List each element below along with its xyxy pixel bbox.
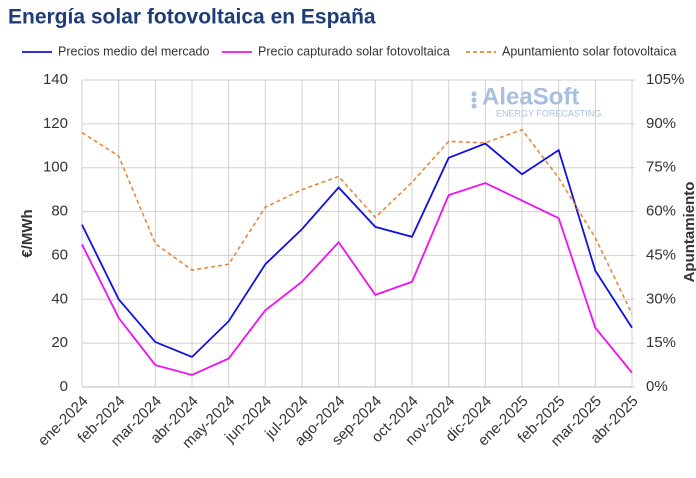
y2-tick-label: 0% <box>646 378 668 395</box>
chart-title: Energía solar fotovoltaica en España <box>8 6 376 29</box>
y-tick-label: 120 <box>43 115 68 132</box>
series-line <box>81 142 633 359</box>
y-tick-label: 40 <box>51 290 68 307</box>
y-tick-label: 100 <box>43 159 68 176</box>
y2-tick-label: 90% <box>646 115 676 132</box>
watermark-dot <box>471 91 477 97</box>
watermark-dot <box>471 103 477 109</box>
y2-tick-label: 45% <box>646 246 676 263</box>
legend-label: Precio capturado solar fotovoltaica <box>258 44 450 58</box>
series-line <box>81 182 633 376</box>
watermark-brand: AleaSoft <box>482 83 579 110</box>
y2-tick-label: 15% <box>646 334 676 351</box>
series-line <box>81 128 633 315</box>
y-tick-label: 140 <box>43 71 68 88</box>
y2-tick-label: 30% <box>646 290 676 307</box>
legend-label: Apuntamiento solar fotovoltaica <box>502 44 676 58</box>
legend-label: Precios medio del mercado <box>58 44 210 58</box>
y-tick-label: 20 <box>51 334 68 351</box>
y-axis-title: €/MWh <box>19 209 36 257</box>
watermark-tagline: ENERGY FORECASTING <box>496 108 601 118</box>
y2-tick-label: 60% <box>646 203 676 220</box>
y-tick-label: 80 <box>51 203 68 220</box>
y2-tick-label: 105% <box>646 71 684 88</box>
y2-axis-title: Apuntamiento <box>681 182 696 283</box>
y-tick-label: 60 <box>51 246 68 263</box>
y-tick-label: 0 <box>60 378 68 395</box>
watermark-dot <box>471 97 477 103</box>
y2-tick-label: 75% <box>646 159 676 176</box>
